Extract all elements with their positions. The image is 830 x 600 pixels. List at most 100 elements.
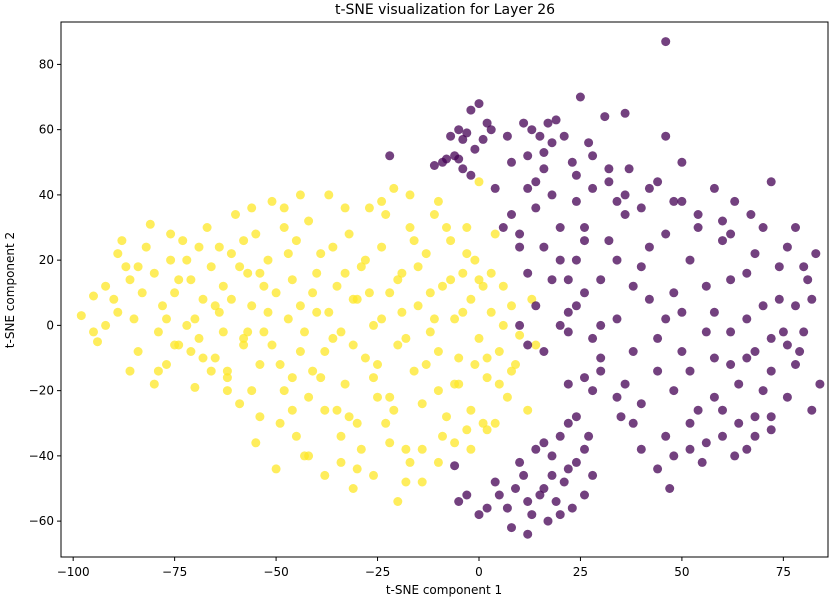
scatter-point-s1-116 [555,320,565,330]
scatter-point-s0-81 [425,327,435,337]
scatter-point-s1-38 [730,451,740,461]
scatter-point-s1-52 [555,223,565,232]
scatter-point-s0-94 [478,281,488,291]
scatter-point-s0-202 [352,418,362,428]
scatter-point-s0-212 [348,484,358,493]
scatter-point-s1-95 [644,242,654,252]
scatter-point-s1-130 [580,236,589,246]
scatter-point-s0-117 [226,294,236,304]
scatter-point-s0-121 [267,340,277,350]
scatter-point-s0-182 [429,314,439,324]
scatter-point-s1-113 [515,320,525,330]
scatter-point-s0-218 [462,223,472,232]
scatter-point-s1-93 [612,196,622,206]
scatter-point-s0-1 [89,291,98,301]
scatter-point-s0-43 [271,288,281,298]
scatter-point-s0-21 [182,320,192,330]
scatter-point-s1-34 [795,347,805,356]
scatter-point-s1-167 [446,131,456,141]
scatter-point-s0-103 [515,330,525,340]
scatter-point-s1-160 [563,418,573,428]
scatter-point-s1-187 [653,177,663,187]
scatter-point-s1-194 [807,294,817,304]
scatter-point-s1-154 [555,431,565,441]
scatter-point-s1-86 [636,399,646,409]
scatter-point-s1-146 [482,503,492,513]
scatter-point-s1-85 [661,431,671,441]
scatter-point-s1-191 [758,223,768,232]
scatter-point-s0-18 [170,288,180,298]
scatter-point-s0-40 [259,327,269,337]
scatter-point-s0-102 [511,360,520,369]
scatter-point-s0-144 [458,307,468,317]
scatter-point-s0-22 [186,275,196,285]
scatter-point-s0-191 [101,320,111,330]
x-tick-label: 25 [573,565,588,579]
scatter-point-s1-24 [677,157,687,167]
scatter-point-s0-75 [401,444,411,454]
scatter-point-s0-150 [507,366,516,376]
scatter-point-s1-112 [523,268,533,278]
scatter-point-s1-165 [523,497,533,506]
scatter-point-s0-179 [405,457,415,467]
scatter-point-s1-0 [661,37,671,47]
scatter-point-s0-12 [145,219,155,229]
scatter-point-s1-184 [571,170,581,180]
scatter-point-s0-173 [356,444,366,454]
scatter-point-s0-151 [113,307,123,317]
scatter-point-s1-89 [547,190,557,200]
scatter-point-s1-76 [750,412,760,422]
scatter-point-s1-138 [543,516,553,526]
scatter-point-s1-144 [555,510,565,520]
scatter-point-s1-16 [535,131,545,141]
scatter-point-s0-193 [190,314,200,324]
scatter-point-s0-172 [348,340,358,350]
scatter-point-s0-38 [251,229,261,239]
scatter-point-s0-167 [308,288,318,298]
scatter-point-s0-89 [458,268,468,278]
scatter-point-s0-54 [316,249,326,259]
scatter-point-s0-76 [405,223,415,232]
scatter-point-s1-170 [470,144,480,154]
scatter-point-s0-137 [401,333,411,343]
scatter-point-s0-153 [153,366,163,376]
scatter-point-s0-5 [113,249,123,259]
scatter-point-s0-7 [121,262,131,272]
scatter-point-s1-9 [462,128,472,138]
scatter-point-s0-28 [210,353,220,363]
scatter-point-s0-66 [364,203,374,213]
scatter-point-s1-110 [571,196,581,206]
scatter-point-s0-215 [377,196,387,206]
x-tick-label: 75 [776,565,791,579]
scatter-point-s0-109 [137,288,147,298]
scatter-point-s1-179 [507,157,516,167]
scatter-point-s1-176 [543,118,553,128]
scatter-point-s1-47 [515,229,525,239]
scatter-point-s0-195 [239,333,249,343]
scatter-point-s1-97 [677,347,687,356]
scatter-point-s1-186 [620,190,630,200]
scatter-point-s0-64 [356,262,366,272]
scatter-point-s0-203 [369,470,378,480]
scatter-point-s0-16 [162,360,171,369]
scatter-point-s1-41 [636,444,646,454]
scatter-point-s0-93 [474,333,484,343]
scatter-point-s1-205 [653,464,663,474]
scatter-point-s1-53 [563,307,573,317]
scatter-point-s1-181 [539,164,549,174]
scatter-point-s0-65 [360,353,370,363]
scatter-point-s0-163 [275,360,285,369]
scatter-point-s0-135 [385,438,395,448]
scatter-point-s0-9 [129,314,139,324]
scatter-point-s0-190 [494,379,504,389]
scatter-point-s1-74 [734,379,744,389]
scatter-point-s1-106 [669,288,679,298]
scatter-point-s1-206 [628,418,638,428]
scatter-point-s1-91 [580,223,589,232]
scatter-point-s0-178 [397,307,407,317]
scatter-point-s0-157 [210,301,220,311]
y-tick-label: 60 [39,123,54,137]
plot-area-frame [60,21,829,558]
scatter-point-s1-56 [588,333,598,343]
scatter-point-s0-27 [206,262,216,272]
